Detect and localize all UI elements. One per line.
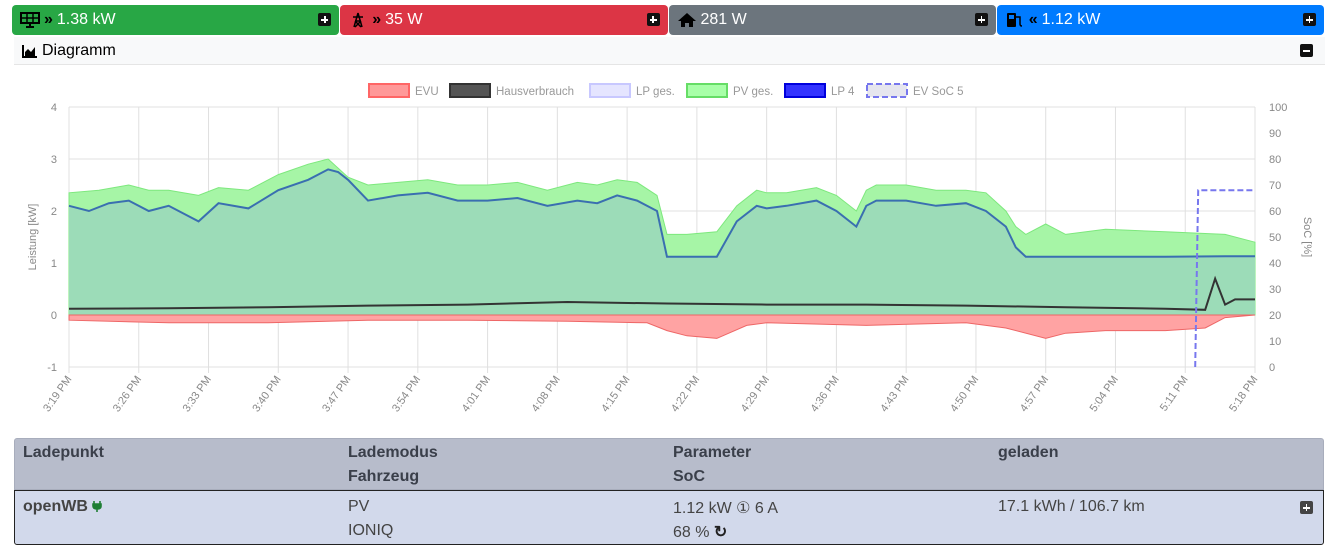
y2-tick-label: 60 [1269, 206, 1281, 218]
diagram-header[interactable]: Diagramm [14, 37, 1325, 65]
x-tick-label: 5:11 PM [1158, 374, 1191, 414]
x-tick-label: 3:19 PM [41, 374, 74, 414]
legend-swatch [449, 83, 491, 98]
y-axis-label: Leistung [kW] [27, 204, 39, 271]
y2-tick-label: 20 [1269, 310, 1281, 322]
y2-tick-label: 80 [1269, 154, 1281, 166]
legend-label: EVU [415, 86, 439, 98]
x-tick-label: 4:29 PM [739, 374, 772, 414]
y-tick-label: 0 [51, 310, 57, 322]
pv-value: 1.38 kW [56, 11, 116, 28]
x-tick-label: 3:40 PM [250, 374, 283, 414]
y2-tick-label: 100 [1269, 102, 1287, 114]
chargepoint-row[interactable]: openWB PV IONIQ 1.12 kW ① 6 A 68 % ↻ 17.… [14, 490, 1324, 545]
evu-tile[interactable]: » 35 W [340, 5, 668, 35]
power-chart: 4 3 2 1 0 -1 100 90 80 70 60 50 40 30 20 10 0 3:19 PM 3:26… [14, 66, 1325, 438]
y-tick-label: 1 [51, 258, 57, 270]
y2-tick-label: 30 [1269, 284, 1281, 296]
y-tick-label: -1 [47, 362, 57, 374]
charging-station-icon [1006, 13, 1022, 27]
expand-house-icon[interactable] [974, 13, 988, 26]
legend-swatch [866, 83, 908, 98]
lp-tile[interactable]: « 1.12 kW [996, 5, 1324, 35]
y2-tick-label: 70 [1269, 180, 1281, 192]
x-tick-label: 5:04 PM [1088, 374, 1121, 414]
expand-row-icon[interactable] [1300, 501, 1313, 514]
x-tick-label: 3:26 PM [111, 374, 144, 414]
house-value: 281 W [700, 11, 747, 28]
expand-lp-icon[interactable] [1303, 13, 1316, 26]
power-pylon-icon [353, 12, 364, 28]
x-tick-label: 4:43 PM [878, 374, 911, 414]
lp4-line [68, 168, 1255, 258]
x-tick-label: 4:01 PM [460, 374, 493, 414]
charge-params: 1.12 kW ① 6 A [673, 500, 779, 517]
legend-label: EV SoC 5 [913, 86, 964, 98]
legend-swatch [368, 83, 410, 98]
x-tick-label: 3:47 PM [320, 374, 353, 414]
x-tick-label: 4:50 PM [948, 374, 981, 414]
collapse-icon[interactable] [1300, 44, 1313, 57]
lp-value: 1.12 kW [1041, 11, 1101, 28]
legend-swatch [784, 83, 826, 98]
status-tiles: » 1.38 kW » 35 W 281 W « 1.12 kW [12, 5, 1325, 35]
legend-label: PV ges. [733, 86, 773, 98]
house-tile[interactable]: 281 W [668, 5, 996, 35]
chargepoint-name: openWB [23, 498, 103, 516]
charge-mode[interactable]: PV [348, 498, 370, 515]
plug-icon [92, 501, 103, 512]
y-tick-label: 3 [51, 154, 57, 166]
evu-value: 35 W [385, 11, 423, 28]
expand-evu-icon[interactable] [646, 13, 660, 26]
home-icon [677, 13, 696, 27]
pv-tile[interactable]: » 1.38 kW [12, 5, 340, 35]
y2-tick-label: 0 [1269, 362, 1275, 374]
header-fahrzeug: Fahrzeug [348, 468, 420, 485]
header-parameter: Parameter [673, 444, 752, 461]
soc-line [1194, 189, 1255, 368]
header-lademodus: Lademodus [348, 444, 438, 461]
x-tick-label: 4:57 PM [1018, 374, 1051, 414]
x-tick-label: 4:08 PM [529, 374, 562, 414]
charged-energy: 17.1 kWh / 106.7 km [998, 498, 1145, 515]
evu-area [68, 314, 1256, 339]
area-chart-icon [22, 44, 37, 58]
legend-label: LP ges. [636, 86, 675, 98]
expand-pv-icon[interactable] [318, 13, 332, 26]
x-tick-label: 3:54 PM [390, 374, 423, 414]
x-tick-label: 4:22 PM [669, 374, 702, 414]
y2-axis-label: SoC [%] [1301, 217, 1313, 257]
legend-swatch [686, 83, 728, 98]
chargepoint-table-header: Ladepunkt Lademodus Fahrzeug Parameter S… [14, 438, 1324, 490]
legend-swatch [589, 83, 631, 98]
soc-value: 68 % ↻ [673, 524, 728, 541]
refresh-icon[interactable]: ↻ [713, 524, 728, 541]
legend-label: Hausverbrauch [496, 86, 574, 98]
chevron-right-double-icon: » [372, 11, 381, 28]
x-tick-label: 5:18 PM [1227, 374, 1260, 414]
diagram-title: Diagramm [42, 41, 116, 59]
x-tick-label: 3:33 PM [181, 374, 214, 414]
header-geladen: geladen [998, 444, 1059, 461]
vehicle-name: IONIQ [348, 522, 394, 539]
y2-tick-label: 40 [1269, 258, 1281, 270]
lp4-area [69, 169, 1255, 315]
chevron-left-double-icon: « [1028, 11, 1038, 28]
solar-panel-icon [20, 12, 40, 28]
x-tick-label: 4:15 PM [599, 374, 632, 414]
header-soc: SoC [673, 468, 705, 485]
legend-label: LP 4 [831, 86, 855, 98]
y-tick-label: 4 [51, 102, 57, 114]
x-tick-label: 4:36 PM [809, 374, 842, 414]
y2-tick-label: 10 [1269, 336, 1281, 348]
y2-tick-label: 50 [1269, 232, 1281, 244]
y2-tick-label: 90 [1269, 128, 1281, 140]
header-ladepunkt: Ladepunkt [23, 444, 104, 461]
chevron-right-double-icon: » [44, 11, 53, 28]
y-tick-label: 2 [51, 206, 57, 218]
house-line [68, 275, 1255, 311]
